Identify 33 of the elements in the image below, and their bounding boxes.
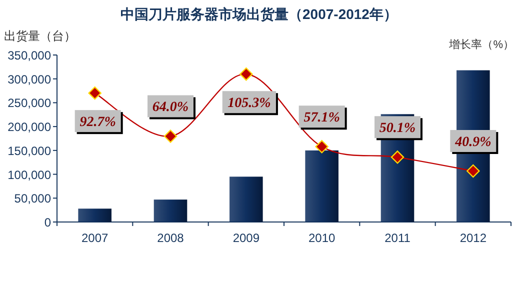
bar bbox=[305, 150, 338, 222]
y2-axis-title: 增长率（%） bbox=[448, 38, 514, 51]
y-axis-title: 出货量（台） bbox=[4, 29, 76, 43]
y-tick-label: 300,000 bbox=[8, 72, 52, 86]
data-label: 40.9% bbox=[454, 134, 492, 150]
data-label: 105.3% bbox=[228, 96, 271, 112]
chart-title: 中国刀片服务器市场出货量（2007-2012年） bbox=[120, 6, 398, 22]
y-tick-label: 350,000 bbox=[8, 48, 52, 62]
point bbox=[240, 68, 253, 81]
data-label: 92.7% bbox=[80, 115, 116, 130]
x-tick-label: 2010 bbox=[308, 231, 336, 245]
point bbox=[88, 86, 102, 100]
x-tick-label: 2008 bbox=[157, 231, 184, 245]
bar bbox=[230, 176, 263, 222]
point bbox=[390, 150, 404, 164]
y-tick-label: 200,000 bbox=[8, 120, 52, 134]
x-tick-label: 2011 bbox=[384, 231, 411, 245]
y-tick-label: 100,000 bbox=[8, 168, 52, 182]
y-tick-label: 250,000 bbox=[8, 96, 52, 110]
data-label: 50.1% bbox=[379, 121, 416, 136]
data-label: 64.0% bbox=[152, 100, 189, 116]
x-tick-label: 2009 bbox=[232, 231, 260, 245]
point bbox=[466, 164, 480, 178]
y-tick-label: 150,000 bbox=[8, 144, 52, 158]
data-label: 57.1% bbox=[304, 110, 340, 126]
bar bbox=[154, 200, 188, 222]
bar bbox=[78, 208, 112, 222]
y-tick-label: 50,000 bbox=[14, 192, 52, 206]
y-tick-label: 0 bbox=[44, 216, 52, 230]
x-tick-label: 2012 bbox=[460, 231, 487, 245]
x-tick-label: 2007 bbox=[81, 231, 109, 245]
point bbox=[315, 140, 328, 154]
point bbox=[164, 130, 178, 143]
